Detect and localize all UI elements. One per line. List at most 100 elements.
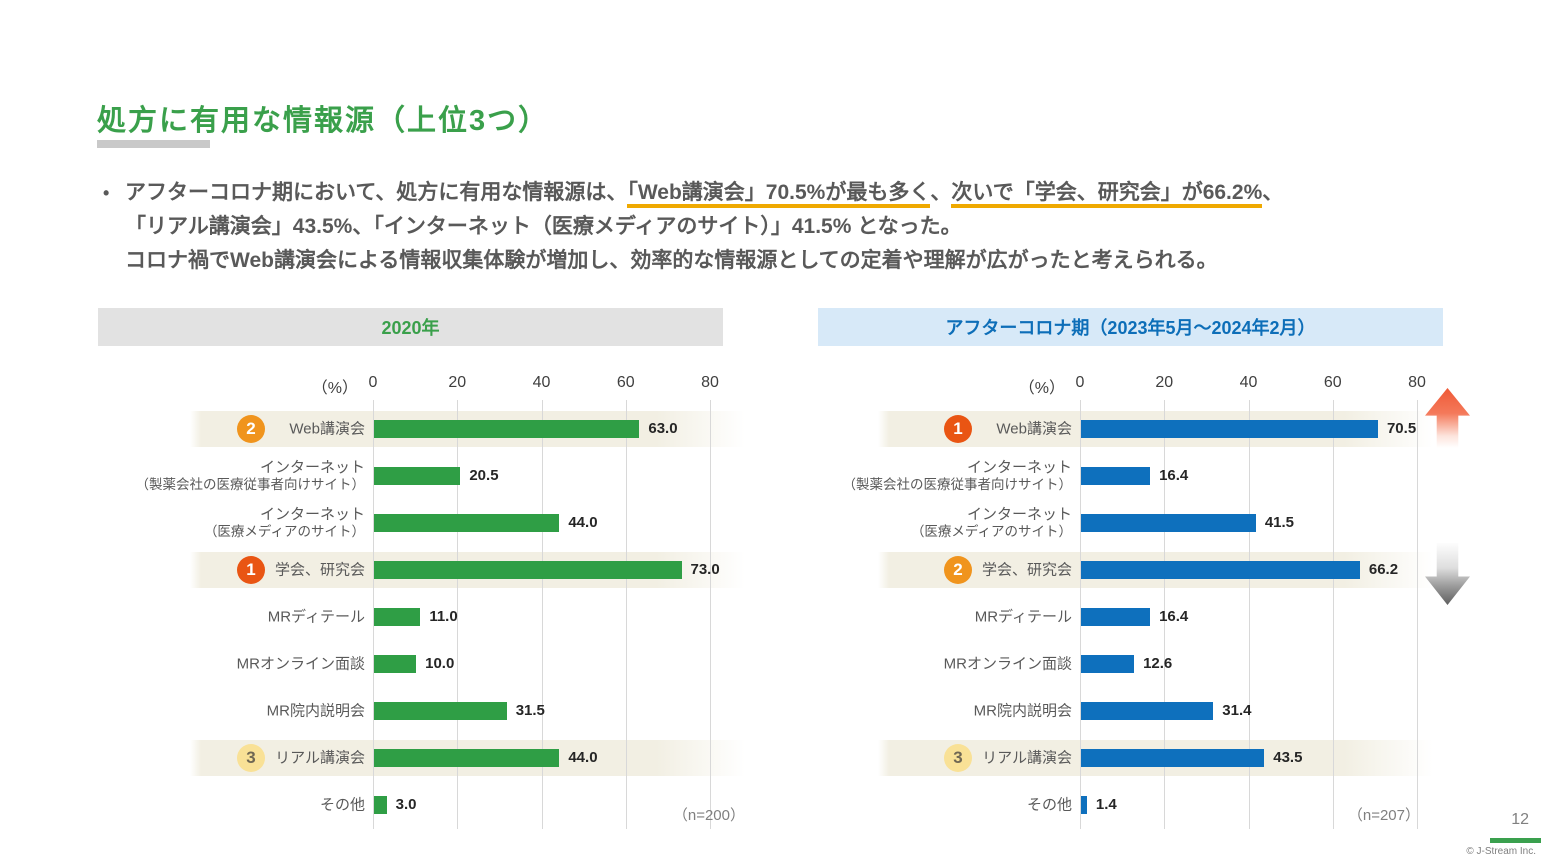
gridline — [1248, 400, 1250, 829]
bar — [374, 513, 560, 532]
category-label: インターネット （医療メディアのサイト） — [910, 505, 1072, 539]
axis-unit-label: （%） — [311, 380, 358, 397]
bar — [374, 560, 682, 579]
bar-value: 16.4 — [1159, 607, 1189, 625]
chart-2020-header: 2020年 — [98, 308, 723, 346]
rank-badge: 1 — [944, 414, 972, 443]
category-label: MR院内説明会 — [973, 702, 1072, 719]
bar-value: 41.5 — [1264, 513, 1295, 531]
gridline — [1332, 400, 1334, 829]
category-label: MRオンライン面談 — [943, 655, 1072, 672]
bar — [1081, 701, 1214, 720]
axis-tick-label: 40 — [532, 374, 551, 391]
bar — [1081, 560, 1360, 579]
footer-copyright: © J-Stream Inc. — [1466, 846, 1536, 857]
plain-phrase: 、 — [930, 181, 952, 204]
gridline — [625, 400, 627, 829]
bar — [374, 419, 640, 438]
rank-badge: 2 — [237, 414, 265, 443]
page-title: 処方に有用な情報源（上位3つ） — [97, 105, 550, 137]
bar-value: 20.5 — [469, 466, 499, 484]
bar-value: 70.5 — [1386, 419, 1417, 437]
chart-2020-header-label: 2020年 — [381, 318, 440, 338]
axis-tick-label: 60 — [616, 374, 635, 391]
category-label: 学会、研究会 — [274, 561, 365, 578]
bar-value: 12.6 — [1143, 654, 1173, 672]
summary-line-2: 「リアル講演会」43.5%、「インターネット（医療メディアのサイト）」41.5%… — [125, 215, 962, 238]
gridline — [457, 400, 459, 829]
plain-phrase: アフターコロナ期において、処方に有用な情報源は、 — [125, 181, 628, 204]
axis-tick-label: 0 — [1075, 374, 1085, 391]
gridline — [541, 400, 543, 829]
bullet-icon: • — [103, 183, 110, 203]
bar-value: 44.0 — [568, 513, 598, 531]
chart-2020: 2020年 （%） 0 20 40 60 80 2 Web講演会 63.0 インターネット （製薬会… — [98, 308, 748, 843]
rank-badge: 3 — [237, 743, 265, 772]
bar-value: 1.4 — [1095, 795, 1117, 813]
summary-line-3: コロナ禍でWeb講演会による情報収集体験が増加し、効率的な情報源としての定着や理… — [125, 249, 1218, 272]
summary-text: • アフターコロナ期において、処方に有用な情報源は、「Web講演会」70.5%が… — [103, 176, 1463, 278]
gridline — [373, 400, 374, 829]
bar — [1081, 654, 1135, 673]
category-label: リアル講演会 — [982, 749, 1072, 766]
bar-value: 3.0 — [395, 795, 417, 813]
chart-2020-sample-size: （n=200） — [672, 807, 745, 824]
gridline — [1164, 400, 1166, 829]
bar-value: 11.0 — [429, 607, 458, 625]
category-label: インターネット （医療メディアのサイト） — [203, 505, 365, 539]
category-label: 学会、研究会 — [981, 561, 1072, 578]
category-label: MRオンライン面談 — [236, 655, 365, 672]
category-label: MRディテール — [267, 608, 365, 625]
category-label: MR院内説明会 — [266, 702, 365, 719]
gridline — [1080, 400, 1081, 829]
bar — [1081, 513, 1256, 532]
rank-badge: 1 — [237, 555, 265, 584]
plain-phrase: 、 — [1262, 181, 1284, 204]
chart-2020-plot: （%） 0 20 40 60 80 2 Web講演会 63.0 インターネット （製薬会社の医療従事… — [98, 308, 748, 843]
axis-tick-label: 20 — [1155, 374, 1174, 391]
bar-value: 16.4 — [1159, 466, 1189, 484]
bar — [1081, 607, 1151, 626]
footer-accent-bar — [1490, 838, 1541, 843]
category-label: Web講演会 — [289, 420, 365, 437]
category-label: リアル講演会 — [275, 749, 365, 766]
chart-after-corona-plot: （%） 0 20 40 60 80 1 Web講演会 70.5 インターネット （製薬会社の医療従事… — [818, 308, 1468, 843]
axis-unit-label: （%） — [1018, 380, 1065, 397]
footer-page-number: 12 — [1511, 811, 1529, 828]
bar — [1081, 795, 1087, 814]
rank-badge: 3 — [944, 743, 972, 772]
bar-value: 31.4 — [1222, 701, 1252, 719]
category-label: インターネット （製薬会社の医療従事者向けサイト） — [135, 458, 366, 492]
axis-tick-label: 20 — [448, 374, 467, 391]
highlighted-phrase: 次いで「学会、研究会」が66.2% — [951, 181, 1263, 208]
bar — [1081, 466, 1151, 485]
summary-line-1: アフターコロナ期において、処方に有用な情報源は、「Web講演会」70.5%が最も… — [125, 176, 1283, 210]
bar — [374, 748, 560, 767]
bar — [374, 795, 387, 814]
chart-after-corona: アフターコロナ期（2023年5月～2024年2月） （%） 0 20 40 60 80 1 W… — [818, 308, 1468, 843]
chart-after-corona-header: アフターコロナ期（2023年5月～2024年2月） — [818, 308, 1443, 346]
bar — [1081, 419, 1378, 438]
bar-value: 31.5 — [515, 701, 545, 719]
bar — [1081, 748, 1265, 767]
bar — [374, 466, 461, 485]
title-accent-bar — [97, 140, 210, 148]
chart-after-corona-header-label: アフターコロナ期（2023年5月～2024年2月） — [945, 318, 1316, 338]
bar-value: 66.2 — [1368, 560, 1399, 578]
bar-value: 43.5 — [1273, 748, 1303, 766]
axis-tick-label: 40 — [1239, 374, 1258, 391]
bar-value: 10.0 — [425, 654, 455, 672]
rank-badge: 2 — [944, 555, 972, 584]
category-label: インターネット （製薬会社の医療従事者向けサイト） — [842, 458, 1073, 492]
chart-after-corona-sample-size: （n=207） — [1347, 807, 1420, 824]
axis-tick-label: 80 — [1408, 374, 1426, 391]
category-label: Web講演会 — [996, 420, 1072, 437]
category-label: その他 — [319, 796, 365, 813]
category-label: MRディテール — [974, 608, 1072, 625]
category-label: その他 — [1026, 796, 1072, 813]
bar — [374, 654, 417, 673]
highlighted-phrase: 「Web講演会」70.5%が最も多く — [627, 181, 931, 208]
bar-value: 44.0 — [568, 748, 598, 766]
gridline — [1417, 400, 1418, 829]
